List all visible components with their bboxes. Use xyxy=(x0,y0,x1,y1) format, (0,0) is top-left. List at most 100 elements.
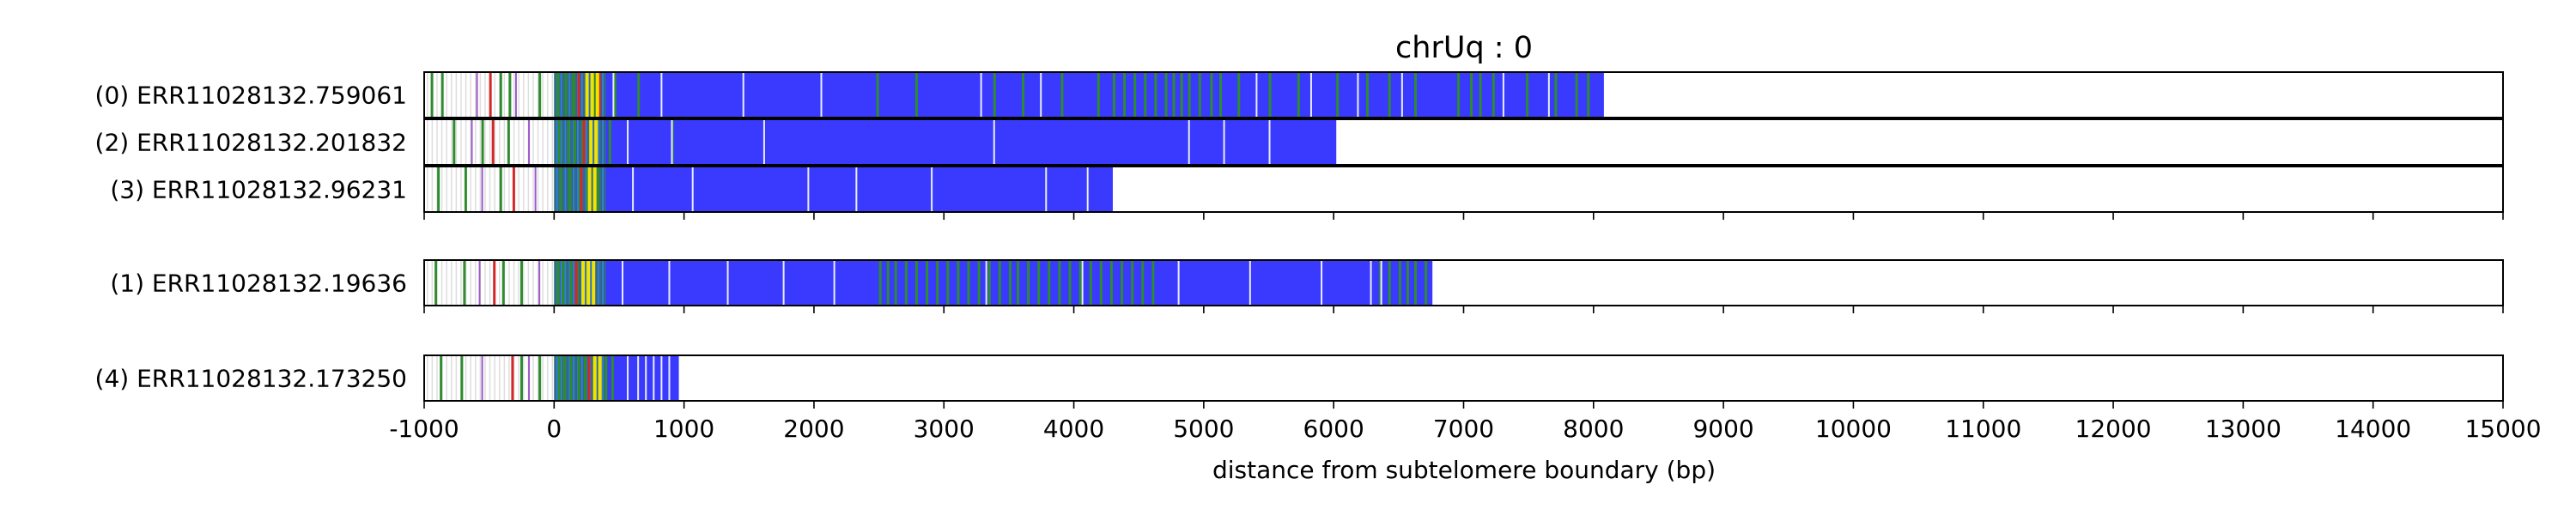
green-mark xyxy=(1131,260,1134,306)
feature-mark xyxy=(522,260,525,306)
white-mark xyxy=(612,72,615,118)
feature-mark xyxy=(446,72,447,118)
green-mark xyxy=(1456,72,1460,118)
feature-mark xyxy=(436,167,438,212)
feature-mark xyxy=(431,355,434,401)
feature-mark xyxy=(537,355,539,401)
green-mark xyxy=(993,72,996,118)
feature-mark xyxy=(508,355,510,401)
feature-mark xyxy=(554,119,556,165)
yellow-mark xyxy=(585,72,589,118)
feature-mark xyxy=(576,119,579,165)
green-mark xyxy=(904,260,908,306)
feature-mark xyxy=(579,260,581,306)
yellow-mark xyxy=(589,119,593,165)
read-label: (4) ERR11028132.173250 xyxy=(95,365,407,393)
feature-mark xyxy=(436,119,438,165)
feature-mark xyxy=(518,119,519,165)
green-mark xyxy=(1144,72,1147,118)
feature-mark xyxy=(431,260,434,306)
green-mark xyxy=(1388,260,1391,306)
feature-mark xyxy=(574,72,577,118)
feature-mark xyxy=(484,119,486,165)
green-mark xyxy=(1109,260,1113,306)
feature-mark xyxy=(537,119,539,165)
feature-mark xyxy=(440,167,443,212)
feature-mark xyxy=(595,260,598,306)
green-mark xyxy=(1379,260,1382,306)
green-mark xyxy=(1008,260,1012,306)
read-fill xyxy=(554,260,1433,306)
feature-mark xyxy=(499,355,501,401)
feature-mark xyxy=(551,167,554,212)
x-tick-label: 10000 xyxy=(1815,415,1892,443)
green-mark xyxy=(1123,72,1127,118)
feature-mark xyxy=(532,119,534,165)
feature-mark xyxy=(503,167,506,212)
feature-mark xyxy=(532,72,534,118)
white-mark xyxy=(1268,119,1271,165)
feature-mark xyxy=(537,167,539,212)
feature-mark xyxy=(494,72,495,118)
green-mark xyxy=(1198,72,1201,118)
purple-mark xyxy=(538,260,541,306)
green-mark xyxy=(998,260,1001,306)
feature-mark xyxy=(604,119,606,165)
green-mark xyxy=(481,119,484,165)
feature-mark xyxy=(580,72,583,118)
feature-mark xyxy=(601,119,604,165)
feature-mark xyxy=(583,72,586,118)
feature-mark xyxy=(436,72,438,118)
feature-mark xyxy=(551,72,554,118)
feature-mark xyxy=(532,355,534,401)
green-mark xyxy=(1414,72,1418,118)
feature-mark xyxy=(499,72,501,118)
feature-mark xyxy=(518,260,519,306)
feature-mark xyxy=(568,260,571,306)
green-mark xyxy=(1388,72,1391,118)
green-mark xyxy=(876,72,879,118)
feature-mark xyxy=(522,72,525,118)
feature-mark xyxy=(591,167,593,212)
feature-mark xyxy=(518,355,519,401)
feature-mark xyxy=(455,260,458,306)
feature-mark xyxy=(489,119,491,165)
green-mark xyxy=(556,72,560,118)
green-mark xyxy=(1406,260,1409,306)
green-mark xyxy=(1172,72,1176,118)
feature-mark xyxy=(446,260,447,306)
green-mark xyxy=(581,119,585,165)
feature-mark xyxy=(513,119,515,165)
green-mark xyxy=(1210,72,1213,118)
feature-mark xyxy=(460,72,462,118)
green-mark xyxy=(508,72,512,118)
row-background xyxy=(424,355,2503,401)
white-mark xyxy=(1321,260,1323,306)
green-mark xyxy=(463,260,466,306)
feature-mark xyxy=(522,355,525,401)
white-mark xyxy=(1380,260,1382,306)
red-mark xyxy=(511,355,514,401)
feature-mark xyxy=(513,72,515,118)
green-mark xyxy=(574,119,577,165)
feature-mark xyxy=(527,260,530,306)
feature-mark xyxy=(570,167,573,212)
feature-mark xyxy=(558,167,561,212)
feature-mark xyxy=(513,260,515,306)
feature-mark xyxy=(532,260,534,306)
x-axis: -1000 0 1000 2000 3000 4000 5000 6000 7000 8000 90… xyxy=(389,212,2542,443)
green-mark xyxy=(1037,260,1041,306)
feature-mark xyxy=(573,355,575,401)
feature-mark xyxy=(542,167,544,212)
feature-mark xyxy=(484,167,486,212)
feature-mark xyxy=(598,119,600,165)
green-mark xyxy=(557,355,561,401)
white-mark xyxy=(627,355,629,401)
x-tick-label: 11000 xyxy=(1945,415,2021,443)
green-mark xyxy=(437,167,440,212)
feature-mark xyxy=(479,119,482,165)
purple-mark xyxy=(481,355,483,401)
green-mark xyxy=(597,167,600,212)
feature-mark xyxy=(446,167,447,212)
read-row: (1) ERR11028132.19636 xyxy=(110,259,2504,306)
